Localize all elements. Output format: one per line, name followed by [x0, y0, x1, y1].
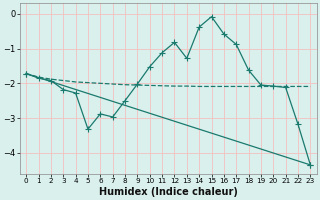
X-axis label: Humidex (Indice chaleur): Humidex (Indice chaleur) — [99, 187, 238, 197]
